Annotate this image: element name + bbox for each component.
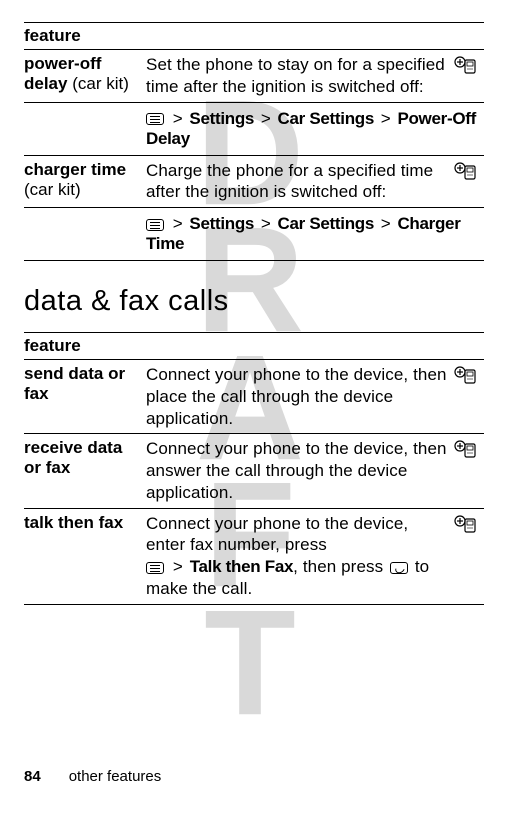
feature-desc: Connect your phone to the device, then a… <box>146 438 448 503</box>
accessory-icon <box>454 434 484 508</box>
table-row: send data or fax Connect your phone to t… <box>24 360 484 434</box>
table-row-path: > Settings > Car Settings > Power-Off De… <box>24 102 484 155</box>
page-footer: 84 other features <box>24 768 161 785</box>
features-table-1: feature power-off delay (car kit) Set th… <box>24 22 484 261</box>
table-header: feature <box>24 23 484 50</box>
path-seg: Talk then Fax <box>190 557 293 576</box>
feature-desc: Set the phone to stay on for a specified… <box>146 54 448 98</box>
table-row: receive data or fax Connect your phone t… <box>24 434 484 508</box>
feature-sublabel: (car kit) <box>24 180 81 199</box>
page-content: feature power-off delay (car kit) Set th… <box>0 0 508 605</box>
accessory-icon <box>454 360 484 434</box>
accessory-icon <box>454 155 484 208</box>
call-key-icon <box>390 562 408 574</box>
table-row: power-off delay (car kit) Set the phone … <box>24 50 484 103</box>
feature-label: send data or fax <box>24 364 125 403</box>
feature-label: receive data or fax <box>24 438 122 477</box>
table-row: talk then fax Connect your phone to the … <box>24 508 484 604</box>
path-seg: Car Settings <box>277 109 374 128</box>
path-seg: Settings <box>189 109 254 128</box>
feature-desc: Connect your phone to the device, enter … <box>146 513 448 600</box>
feature-desc: Charge the phone for a specified time af… <box>146 160 448 204</box>
feature-desc: Connect your phone to the device, then p… <box>146 364 448 429</box>
menu-key-icon <box>146 219 164 231</box>
desc-post: , then press <box>293 557 388 576</box>
feature-sublabel: (car kit) <box>67 74 128 93</box>
menu-key-icon <box>146 113 164 125</box>
menu-key-icon <box>146 562 164 574</box>
table-header: feature <box>24 333 484 360</box>
page-number: 84 <box>24 768 41 785</box>
footer-section: other features <box>69 768 162 785</box>
feature-label: charger time <box>24 160 126 179</box>
accessory-icon <box>454 50 484 103</box>
table-row: charger time (car kit) Charge the phone … <box>24 155 484 208</box>
path-seg: Car Settings <box>277 214 374 233</box>
path-seg: Settings <box>189 214 254 233</box>
feature-label: talk then fax <box>24 513 123 532</box>
table-row-path: > Settings > Car Settings > Charger Time <box>24 208 484 261</box>
desc-pre: Connect your phone to the device, enter … <box>146 514 408 555</box>
section-title: data & fax calls <box>24 285 484 318</box>
accessory-icon <box>454 508 484 604</box>
features-table-2: feature send data or fax Connect your ph… <box>24 332 484 605</box>
